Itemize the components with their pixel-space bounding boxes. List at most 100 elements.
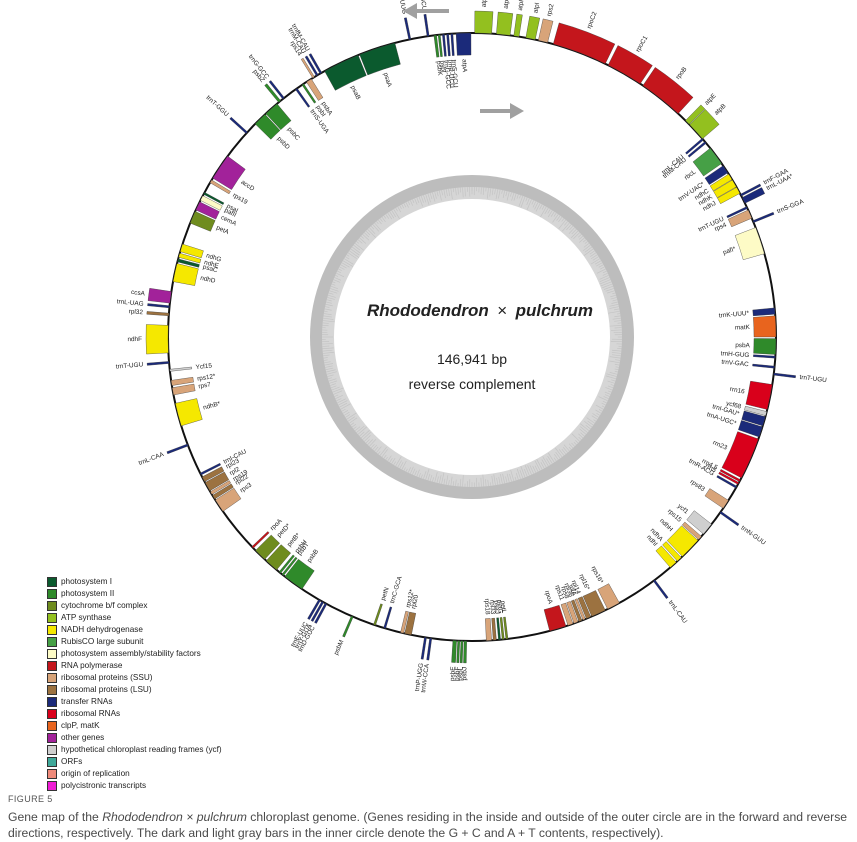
gc-spike	[611, 352, 622, 354]
gc-spike	[407, 201, 411, 206]
gc-spike	[343, 411, 350, 416]
gc-white-center	[334, 199, 610, 475]
gc-spike	[561, 218, 565, 222]
gc-spike	[535, 203, 541, 212]
figure-caption: FIGURE 5 Gene map of the Rhododendron × …	[8, 791, 853, 841]
gene-label: psaA	[382, 72, 393, 89]
legend-label: ORFs	[61, 757, 83, 766]
gc-spike	[586, 417, 595, 424]
gene-label: rps12*	[405, 588, 416, 608]
legend-swatch	[47, 745, 57, 755]
gc-spike	[323, 354, 330, 357]
gc-spike	[580, 432, 585, 437]
gc-spike	[329, 288, 339, 292]
gc-spike	[602, 400, 607, 404]
legend-label: clpP, matK	[61, 721, 100, 730]
legend-label: ribosomal proteins (SSU)	[61, 673, 153, 682]
gene-label: petL	[499, 600, 507, 614]
gc-spike	[510, 469, 515, 482]
gc-spike	[491, 476, 494, 486]
gene-label: trnL-UAG	[116, 298, 144, 308]
gc-spike	[328, 292, 334, 295]
gc-spike	[534, 202, 539, 210]
gc-spike	[541, 459, 547, 468]
gene-label: psbA	[735, 342, 751, 349]
gc-spike	[612, 317, 621, 320]
gene-block	[570, 599, 583, 622]
gc-spike	[399, 205, 402, 209]
legend-item: ribosomal RNAs	[47, 708, 307, 720]
gc-spike	[595, 409, 602, 414]
gc-spike	[611, 354, 621, 357]
gc-spike	[612, 299, 618, 302]
gc-spike	[583, 244, 591, 251]
gc-spike	[480, 477, 482, 487]
gc-spike	[372, 224, 380, 232]
gc-spike	[505, 476, 508, 483]
gc-spike	[526, 199, 532, 211]
gc-spike	[614, 315, 621, 318]
gc-spike	[562, 446, 568, 453]
genome-title: Rhododendron × pulchrum	[367, 301, 593, 320]
gc-spike	[506, 191, 510, 201]
gc-spike	[555, 447, 563, 458]
gc-spike	[393, 461, 396, 466]
legend-item: clpP, matK	[47, 720, 307, 732]
gc-spike	[571, 433, 580, 442]
legend-swatch	[47, 685, 57, 695]
gene-label: matK	[735, 324, 751, 332]
gc-spike	[539, 204, 543, 210]
gc-spike	[397, 206, 402, 213]
gc-spike	[534, 460, 541, 471]
gc-spike	[561, 448, 567, 455]
gc-spike	[364, 232, 370, 238]
gc-spike	[450, 476, 453, 486]
gene-block	[491, 617, 497, 641]
gc-spike	[598, 264, 604, 268]
gc-spike	[324, 310, 328, 313]
gene-block	[574, 598, 586, 621]
gc-spike	[532, 465, 537, 473]
gc-spike	[448, 188, 450, 196]
gc-spike	[615, 359, 621, 361]
gc-spike	[606, 373, 617, 377]
gene-label: ycf68	[725, 400, 742, 411]
gene-label: trnT-UGU	[799, 374, 827, 384]
gc-spike	[590, 254, 598, 260]
gc-spike	[332, 281, 336, 284]
legend-swatch	[47, 661, 57, 671]
gc-spike	[445, 189, 448, 197]
gc-spike	[589, 250, 595, 255]
gene-block	[420, 637, 427, 660]
gene-label: petG	[495, 599, 503, 614]
legend-label: hypothetical chloroplast reading frames …	[61, 745, 222, 754]
gc-spike	[372, 444, 378, 450]
gc-spike	[329, 380, 338, 384]
gc-spike	[369, 227, 376, 234]
gene-block	[566, 601, 579, 624]
gene-block	[738, 420, 763, 438]
gc-spike	[443, 478, 446, 485]
gene-label: psaB	[349, 85, 362, 101]
gc-spike	[457, 187, 459, 195]
gc-spike	[450, 188, 453, 200]
gene-block	[177, 258, 200, 268]
gc-spike	[593, 419, 597, 422]
gene-block	[716, 475, 738, 489]
legend-swatch	[47, 697, 57, 707]
gene-label: trnV-GAC	[721, 359, 749, 369]
gc-spike	[520, 196, 526, 208]
gc-spike	[562, 222, 570, 232]
legend-label: cytochrome b/f complex	[61, 601, 148, 610]
gc-spike	[362, 234, 370, 241]
gc-spike	[360, 235, 364, 239]
gc-spike	[441, 472, 445, 484]
gc-spike	[602, 272, 608, 276]
gene-block	[653, 579, 669, 599]
legend-item: ORFs	[47, 756, 307, 768]
gc-spike	[427, 193, 431, 203]
gene-block	[451, 640, 457, 663]
gc-spike	[523, 468, 528, 477]
gene-label: psbM	[333, 639, 346, 656]
gene-block	[685, 104, 706, 125]
